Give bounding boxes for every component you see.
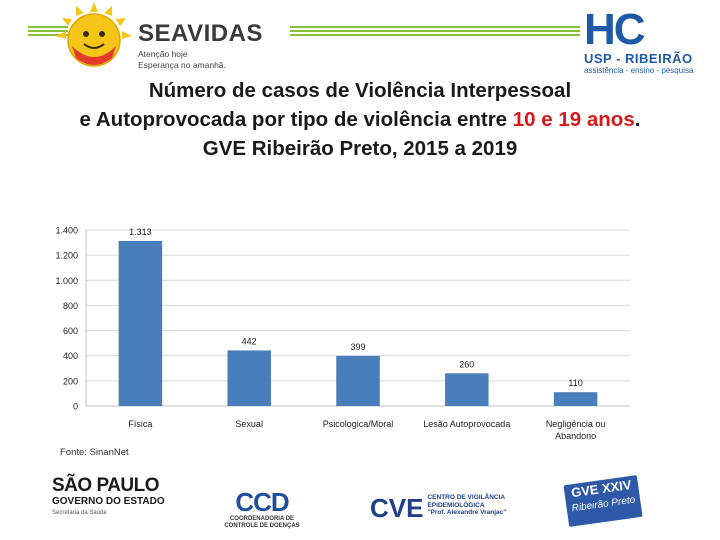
ccd-sub-2: CONTROLE DE DOENÇAS [224, 523, 300, 529]
chart-source: Fonte: SinanNet [60, 447, 129, 458]
brand-tagline-2: Esperança no amanhã. [138, 60, 226, 70]
category-label: Psicologica/Moral [323, 419, 394, 429]
category-label: Negligência ou Abandono [546, 419, 606, 441]
category-label: Lesão Autoprovocada [423, 419, 510, 429]
hc-logo-mark: HC [584, 5, 646, 54]
y-tick-label: 200 [63, 376, 78, 386]
y-tick-label: 1.200 [55, 251, 78, 261]
header-decor-lines-left [28, 26, 68, 40]
ccd-logo: CCD COORDENADORIA DE CONTROLE DE DOENÇAS [222, 488, 302, 530]
data-label: 399 [350, 342, 365, 352]
y-tick-label: 600 [63, 326, 78, 336]
sao-paulo-logo: SÃO PAULO GOVERNO DO ESTADO Secretaria d… [52, 476, 165, 518]
sp-secretaria: Secretaria da Saúde [52, 510, 107, 516]
sp-name: SÃO PAULO [52, 475, 160, 496]
ccd-sub-1: COORDENADORIA DE [229, 516, 295, 522]
data-label: 442 [242, 336, 257, 346]
y-tick-label: 800 [63, 301, 78, 311]
bar [445, 373, 489, 406]
bar [336, 355, 380, 406]
brand-name: SEAVIDAS [138, 20, 263, 47]
brand-tagline-1: Atenção hoje [138, 49, 188, 59]
category-label: Física [128, 419, 152, 429]
bar-chart: 0 200 400 600 800 1.000 1.200 1.400 1.313 Física 4… [55, 226, 630, 441]
y-tick-label: 400 [63, 351, 78, 361]
y-tick-label: 1.400 [55, 226, 78, 236]
y-tick-label: 1.000 [55, 276, 78, 286]
bar [553, 392, 598, 406]
cve-sub-3: "Prof. Alexandre Vranjac" [427, 509, 507, 516]
slide-title: Número de casos de Violência Interpessoa… [0, 76, 720, 163]
title-line-2-post: . [634, 108, 641, 131]
category-label: Sexual [235, 419, 263, 429]
title-line-3: GVE Ribeirão Preto, 2015 a 2019 [202, 137, 518, 160]
cve-mark: CVE [370, 493, 424, 523]
title-age-range: 10 e 19 anos [512, 108, 635, 131]
title-line-1: Número de casos de Violência Interpessoa… [148, 79, 572, 102]
data-label: 1.313 [129, 227, 152, 237]
seavidas-brand: SEAVIDAS Atenção hoje Esperança no amanh… [138, 20, 263, 70]
data-label: 260 [459, 359, 474, 369]
cve-sub-2: EPIDEMIOLÓGICA [427, 501, 485, 509]
title-line-2-pre: e Autoprovocada por tipo de violência en… [79, 108, 513, 131]
y-tick-label: 0 [73, 402, 78, 412]
hc-tagline: assistência - ensino - pesquisa [584, 66, 694, 75]
cve-sub-1: CENTRO DE VIGILÂNCIA [427, 494, 506, 501]
cve-logo: CVE CENTRO DE VIGILÂNCIA EPIDEMIOLÓGICA … [370, 494, 506, 522]
title-line-2: e Autoprovocada por tipo de violência en… [0, 105, 720, 134]
bar [227, 350, 271, 406]
seavidas-sun-logo [56, 2, 132, 67]
ccd-mark: CCD [235, 487, 289, 517]
gve-logo: GVE XXIV Ribeirão Preto [563, 475, 643, 527]
hc-usp-logo: HC USP - RIBEIRÃO assistência - ensino -… [584, 8, 708, 78]
data-label: 110 [568, 378, 582, 388]
bar [118, 240, 163, 406]
hc-institution: USP - RIBEIRÃO [584, 51, 693, 66]
sp-gov: GOVERNO DO ESTADO [52, 496, 165, 507]
header-decor-lines-mid [290, 26, 580, 40]
